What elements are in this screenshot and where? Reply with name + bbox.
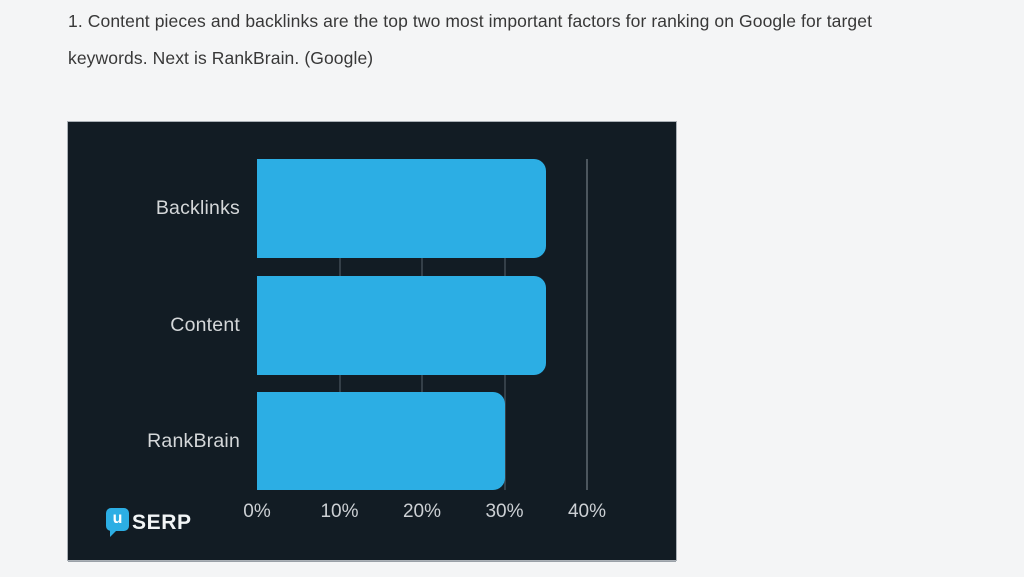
bar-content [257,276,546,375]
category-label-rankbrain: RankBrain [147,429,240,452]
ranking-factors-bar-chart: Backlinks Content RankBrain 0% 10% 20% 30% 40% … [68,122,676,560]
userp-logo: u SERP [106,508,192,537]
x-tick-label-30pct: 30% [485,501,524,522]
axis-end-gridline [586,159,588,490]
category-label-backlinks: Backlinks [155,197,240,219]
stat-heading-line-1: 1. Content pieces and backlinks are the … [68,11,873,31]
stat-heading-line-2: keywords. Next is RankBrain. (Google) [68,48,374,68]
stat-heading: 1. Content pieces and backlinks are the … [68,3,978,77]
bar-rankbrain [257,392,505,490]
x-tick-label-0pct: 0% [243,501,271,522]
category-label-content: Content [170,314,240,336]
x-tick-label-20pct: 20% [402,501,442,522]
userp-logo-icon: u [106,508,129,537]
x-tick-label-40pct: 40% [567,501,607,522]
speech-bubble-tail-icon [110,529,118,537]
userp-logo-letter: u [112,509,123,527]
bar-backlinks [257,159,546,258]
userp-logo-text: SERP [132,511,192,534]
x-tick-label-10pct: 10% [320,501,359,522]
